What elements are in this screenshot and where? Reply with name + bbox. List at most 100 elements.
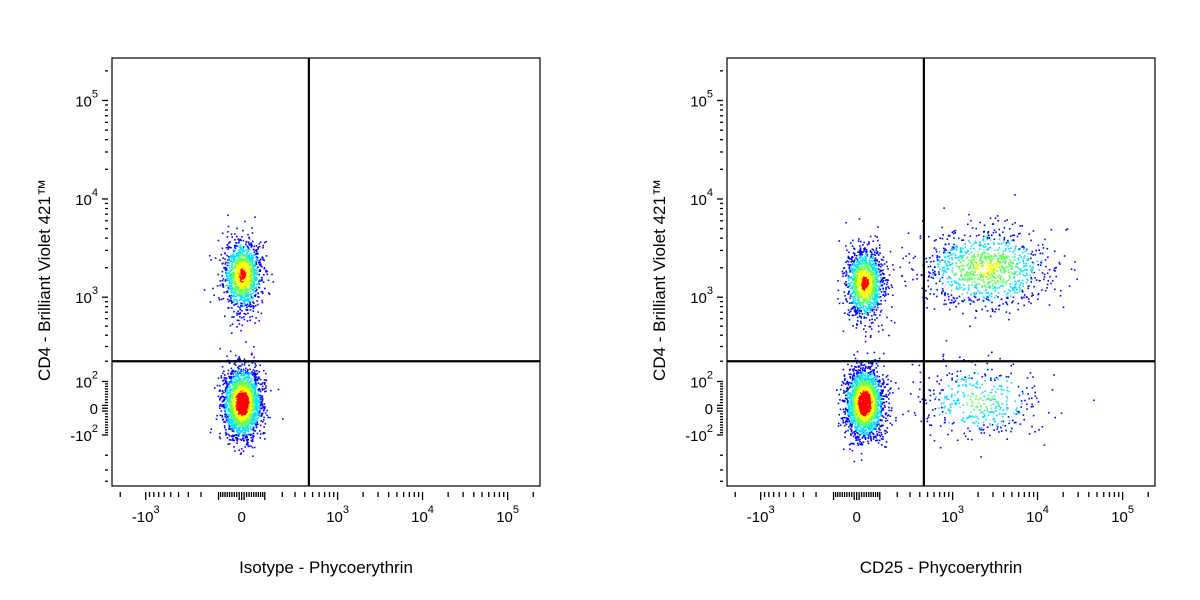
- event-dot: [227, 279, 230, 282]
- event-dot: [230, 260, 232, 262]
- y-tick-label: -102: [70, 423, 98, 445]
- event-dot: [256, 406, 259, 408]
- event-dot: [229, 385, 232, 387]
- event-dot: [861, 306, 863, 308]
- event-dot: [239, 252, 241, 254]
- event-dot: [227, 410, 230, 413]
- event-dot: [224, 398, 226, 401]
- event-dot: [255, 261, 258, 264]
- event-dot: [244, 284, 247, 287]
- event-dot: [247, 408, 250, 411]
- event-dot: [232, 430, 235, 433]
- event-dot: [236, 436, 238, 439]
- event-dot: [228, 281, 231, 283]
- event-dot: [856, 278, 858, 281]
- event-dot: [254, 260, 256, 262]
- event-dot: [860, 284, 863, 286]
- event-dot: [246, 254, 249, 257]
- event-dot: [254, 265, 257, 267]
- event-dot: [879, 265, 882, 268]
- event-dot: [240, 259, 242, 262]
- event-dot: [238, 242, 240, 244]
- event-dot: [232, 408, 234, 410]
- event-dot: [241, 405, 244, 408]
- event-dot: [240, 239, 242, 242]
- event-dot: [241, 274, 243, 276]
- event-dot: [864, 298, 866, 301]
- event-dot: [1015, 282, 1017, 284]
- event-dot: [869, 307, 872, 309]
- event-dot: [861, 254, 864, 256]
- event-dot: [230, 367, 233, 370]
- event-dot: [860, 282, 862, 284]
- event-dot: [226, 419, 229, 422]
- event-dot: [237, 313, 240, 315]
- event-dot: [249, 306, 252, 308]
- event-dot: [246, 284, 248, 287]
- event-dot: [261, 395, 264, 398]
- event-dot: [868, 285, 870, 287]
- event-dot: [228, 397, 231, 400]
- event-dot: [241, 310, 243, 312]
- event-dot: [878, 287, 880, 290]
- event-dot: [982, 260, 985, 263]
- event-dot: [872, 262, 875, 265]
- event-dot: [243, 425, 245, 427]
- event-dot: [854, 270, 856, 272]
- event-dot: [246, 370, 249, 373]
- event-dot: [226, 264, 229, 267]
- event-dot: [869, 336, 872, 338]
- event-dot: [247, 233, 249, 236]
- event-dot: [238, 270, 241, 272]
- event-dot: [857, 268, 860, 270]
- event-dot: [239, 380, 242, 383]
- event-dot: [858, 218, 861, 220]
- event-dot: [244, 378, 246, 380]
- event-dot: [883, 283, 886, 285]
- event-dot: [876, 300, 878, 302]
- event-dot: [224, 403, 227, 406]
- event-dot: [865, 273, 868, 275]
- event-dot: [858, 266, 860, 268]
- event-dot: [230, 233, 233, 235]
- event-dot: [228, 414, 230, 416]
- event-dot: [224, 379, 227, 382]
- y-tick-label: 104: [75, 187, 98, 209]
- event-dot: [219, 280, 222, 282]
- event-dot: [239, 389, 241, 391]
- event-dot: [868, 305, 870, 307]
- event-dot: [234, 388, 236, 391]
- event-dot: [227, 443, 229, 445]
- event-dot: [247, 399, 250, 402]
- event-dot: [865, 303, 868, 305]
- event-dot: [266, 414, 268, 417]
- event-dot: [252, 413, 254, 415]
- event-dot: [252, 436, 254, 439]
- event-dot: [243, 258, 245, 261]
- event-dot: [220, 410, 223, 412]
- event-dot: [228, 282, 231, 284]
- event-dot: [235, 404, 237, 407]
- event-dot: [867, 263, 869, 266]
- event-dot: [256, 413, 259, 415]
- event-dot: [875, 247, 878, 250]
- event-dot: [882, 273, 885, 276]
- event-dot: [241, 270, 243, 273]
- event-dot: [238, 404, 241, 407]
- event-dot: [229, 267, 231, 269]
- event-dot: [961, 293, 964, 296]
- event-dot: [251, 315, 254, 318]
- event-dot: [866, 262, 869, 264]
- event-dot: [265, 379, 267, 381]
- event-dot: [245, 421, 247, 424]
- event-dot: [245, 443, 248, 446]
- event-dot: [884, 300, 887, 302]
- event-dot: [233, 281, 236, 283]
- event-dot: [235, 420, 237, 423]
- event-dot: [862, 306, 864, 309]
- event-dot: [237, 264, 240, 266]
- event-dot: [857, 269, 859, 271]
- event-dot: [239, 284, 242, 287]
- event-dot: [869, 293, 872, 295]
- event-dot: [876, 317, 878, 319]
